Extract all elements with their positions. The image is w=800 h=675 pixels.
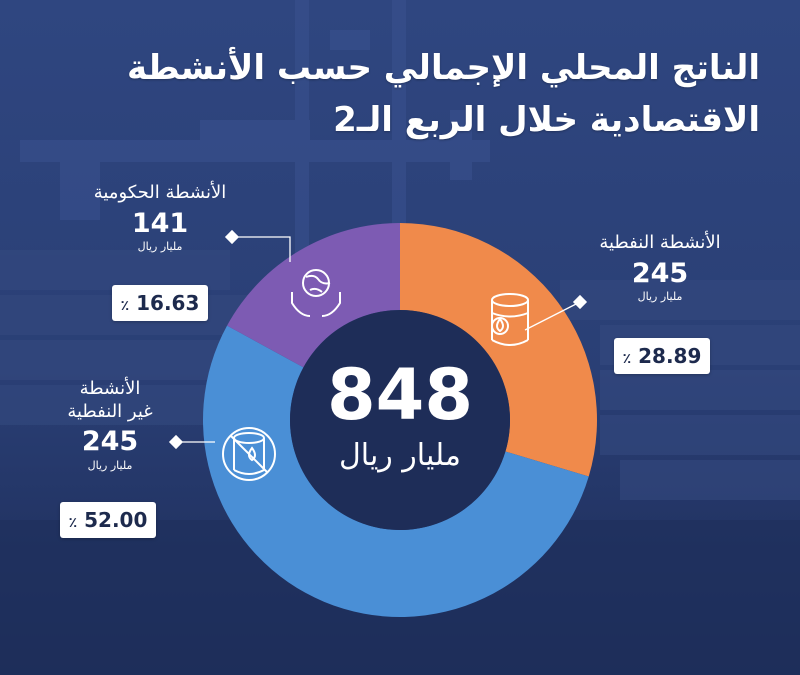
- slice-nonoil: [202, 325, 589, 617]
- hands-globe-icon: [291, 269, 341, 317]
- label-government-unit: مليار ريال: [137, 240, 183, 254]
- no-oil-icon: [222, 427, 276, 481]
- percent-value-oil: 28.89: [638, 344, 702, 368]
- oil-barrel-icon: [491, 293, 529, 346]
- total-value: 848: [326, 354, 474, 436]
- total-unit: مليار ريال: [339, 438, 461, 473]
- label-oil-name: الأنشطة النفطية: [599, 232, 721, 253]
- percent-sign: ٪: [68, 515, 78, 531]
- leader-marker-government: [224, 229, 240, 245]
- percent-value-government: 16.63: [136, 291, 200, 315]
- label-nonoil: الأنشطة غير النفطية 245 مليار ريال: [10, 378, 210, 473]
- label-nonoil-unit: مليار ريال: [87, 458, 133, 472]
- slice-oil: [400, 223, 597, 477]
- leader-line-oil: [524, 301, 581, 331]
- percent-box-oil: ٪ 28.89: [614, 338, 710, 374]
- title-line-2: الاقتصادية خلال الربع الـ2: [333, 100, 760, 140]
- percent-sign: ٪: [622, 351, 632, 367]
- label-oil-value: 245: [631, 257, 689, 289]
- percent-box-government: ٪ 16.63: [112, 285, 208, 321]
- label-oil: الأنشطة النفطية 245 مليار ريال: [560, 232, 760, 305]
- label-nonoil-value: 245: [81, 426, 139, 457]
- percent-box-nonoil: ٪ 52.00: [60, 502, 156, 538]
- leader-line-government: [232, 236, 291, 262]
- label-government: الأنشطة الحكومية 141 مليار ريال: [60, 182, 260, 255]
- title-line-1: الناتج المحلي الإجمالي حسب الأنشطة: [126, 48, 760, 88]
- label-government-name: الأنشطة الحكومية: [93, 182, 227, 203]
- leader-marker-nonoil: [168, 434, 184, 450]
- center-disk: [290, 310, 510, 530]
- center-total: 848 مليار ريال: [290, 360, 510, 474]
- label-nonoil-name-line2: غير النفطية: [67, 400, 153, 422]
- label-government-value: 141: [131, 207, 189, 239]
- label-oil-unit: مليار ريال: [637, 290, 683, 304]
- percent-value-nonoil: 52.00: [84, 508, 148, 532]
- label-nonoil-name-line1: الأنشطة: [79, 378, 141, 399]
- leader-marker-oil: [572, 294, 588, 310]
- percent-sign: ٪: [120, 298, 130, 314]
- leader-markers: [168, 229, 588, 450]
